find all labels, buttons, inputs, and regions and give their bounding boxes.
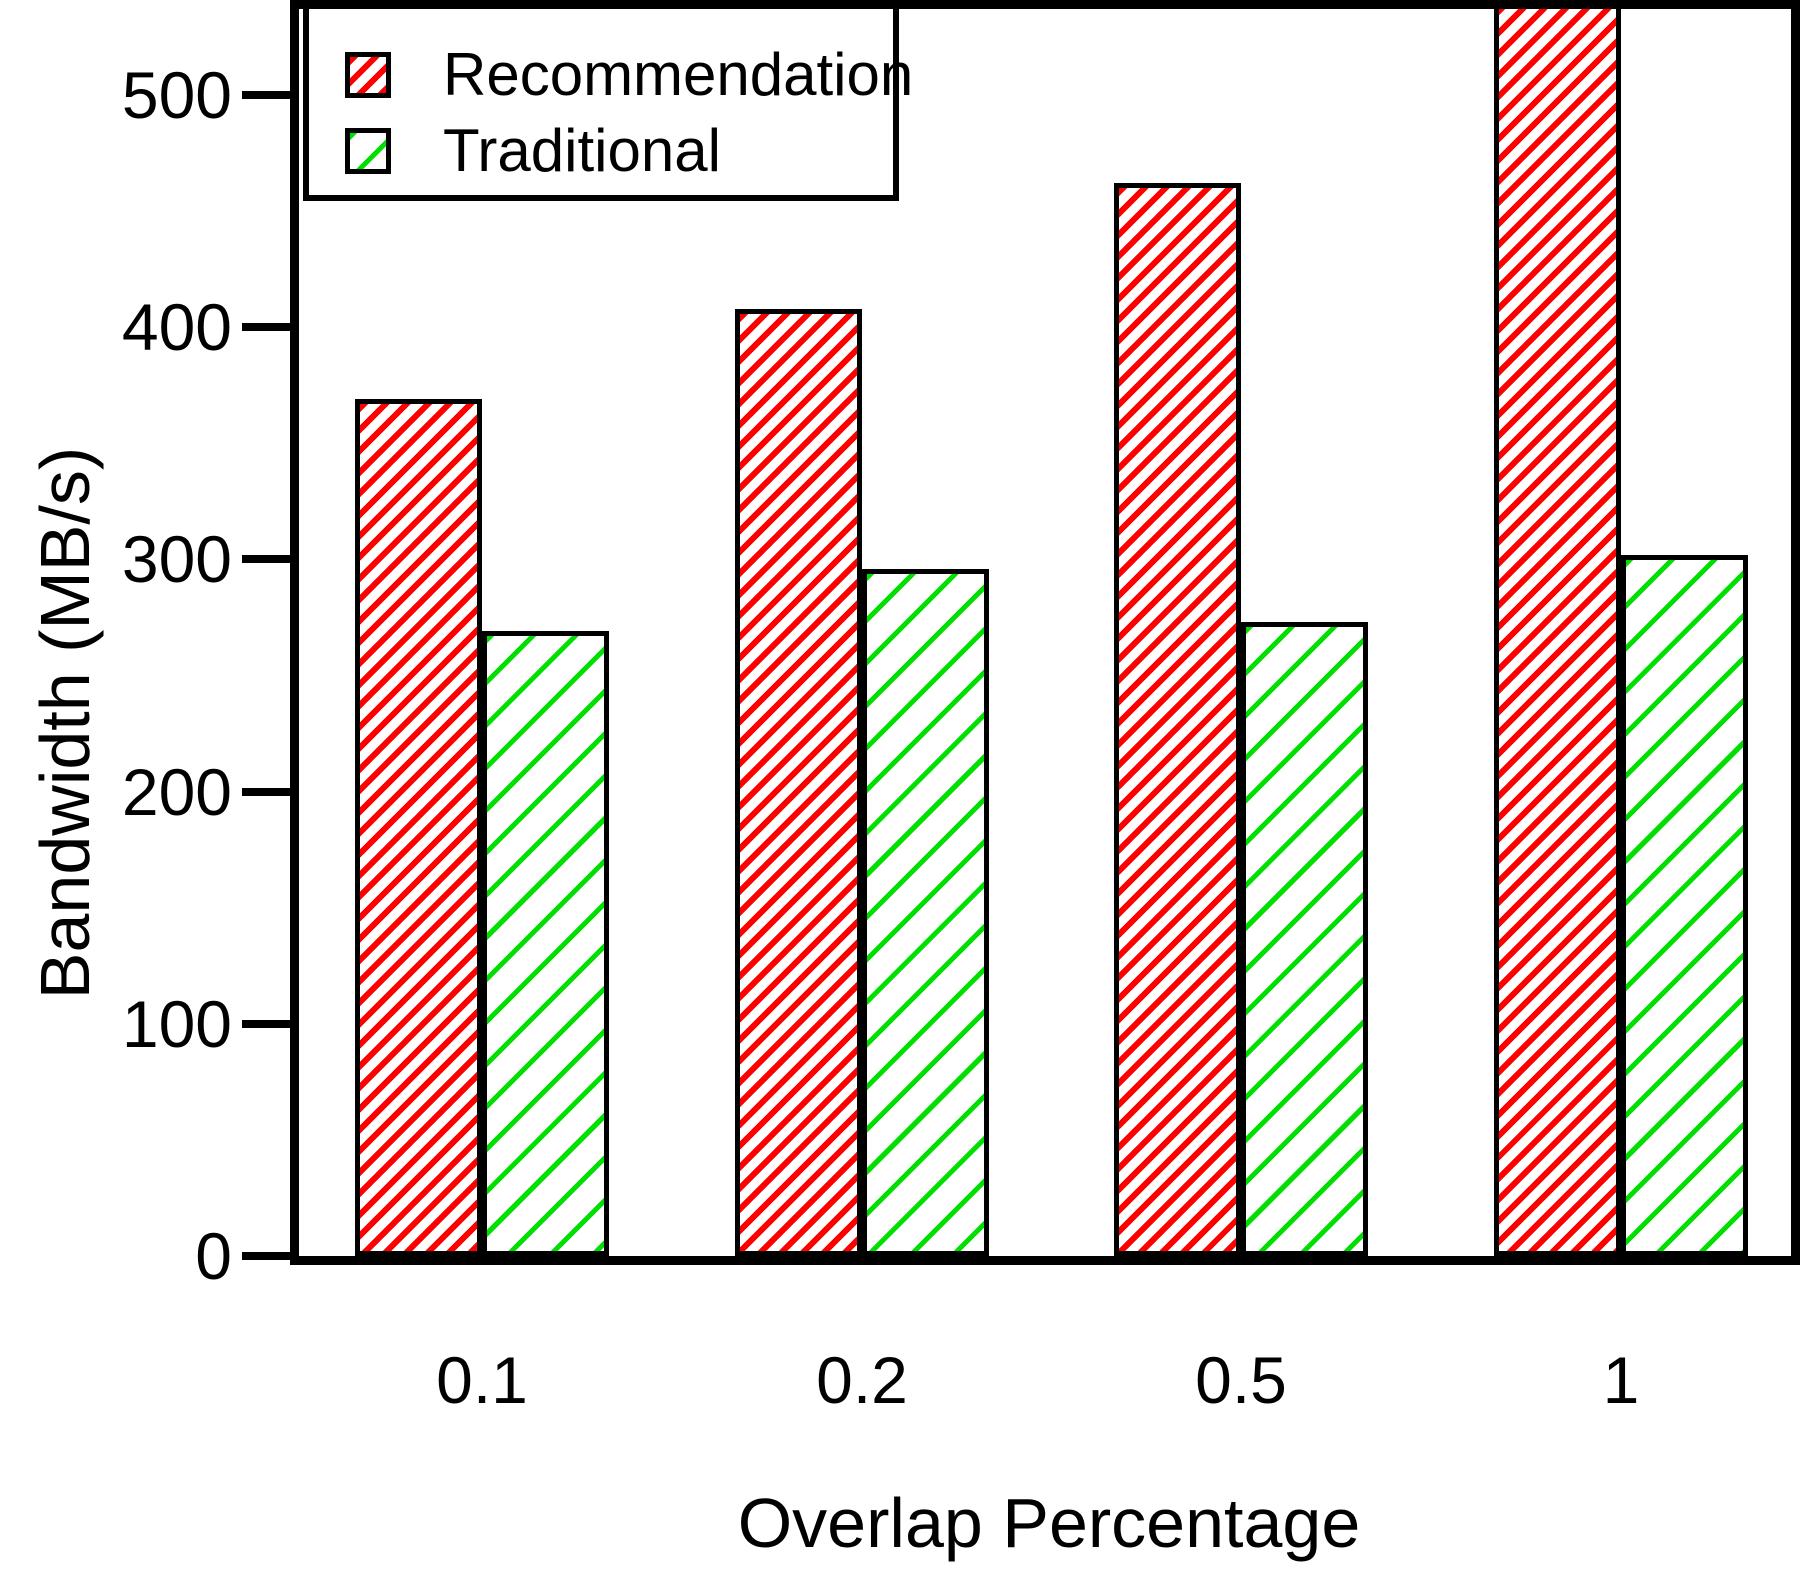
bar-recommendation-0-2 <box>735 309 862 1256</box>
bar-traditional-1 <box>1621 555 1748 1256</box>
plot-area <box>290 0 1800 1265</box>
bar-recommendation-0-5 <box>1114 183 1241 1256</box>
y-tick-label-500: 500 <box>121 57 232 132</box>
bar-recommendation-1 <box>1494 9 1621 1256</box>
legend: Recommendation Traditional <box>303 3 913 201</box>
x-axis-title: Overlap Percentage <box>737 1484 1361 1562</box>
legend-entry-traditional: Traditional <box>345 117 721 184</box>
y-tick-400 <box>242 323 290 332</box>
y-tick-100 <box>242 1019 290 1028</box>
x-tick-label-0-5: 0.5 <box>1195 1343 1287 1417</box>
legend-label-traditional: Traditional <box>443 117 721 184</box>
x-tick-label-1: 1 <box>1602 1343 1640 1417</box>
y-tick-label-400: 400 <box>121 290 232 365</box>
y-axis-title: Bandwidth (MB/s) <box>26 446 104 1000</box>
bars-layer <box>299 9 1791 1256</box>
bar-recommendation-0-1 <box>355 399 482 1256</box>
bar-traditional-0-5 <box>1241 622 1368 1256</box>
y-tick-label-300: 300 <box>121 522 232 597</box>
y-tick-label-200: 200 <box>121 754 232 829</box>
y-tick-500 <box>242 90 290 99</box>
bar-traditional-0-2 <box>862 569 989 1256</box>
legend-label-recommendation: Recommendation <box>443 41 914 108</box>
y-tick-label-0: 0 <box>195 1219 232 1293</box>
bar-traditional-0-1 <box>482 631 609 1256</box>
x-tick-label-0-2: 0.2 <box>816 1343 908 1417</box>
y-tick-0 <box>242 1252 290 1260</box>
legend-entry-recommendation: Recommendation <box>345 41 914 108</box>
y-tick-300 <box>242 555 290 564</box>
y-tick-200 <box>242 787 290 796</box>
x-tick-label-0-1: 0.1 <box>436 1343 528 1417</box>
legend-swatch-recommendation-icon <box>345 52 391 98</box>
y-tick-label-100: 100 <box>121 986 232 1061</box>
legend-swatch-traditional-icon <box>345 128 391 174</box>
